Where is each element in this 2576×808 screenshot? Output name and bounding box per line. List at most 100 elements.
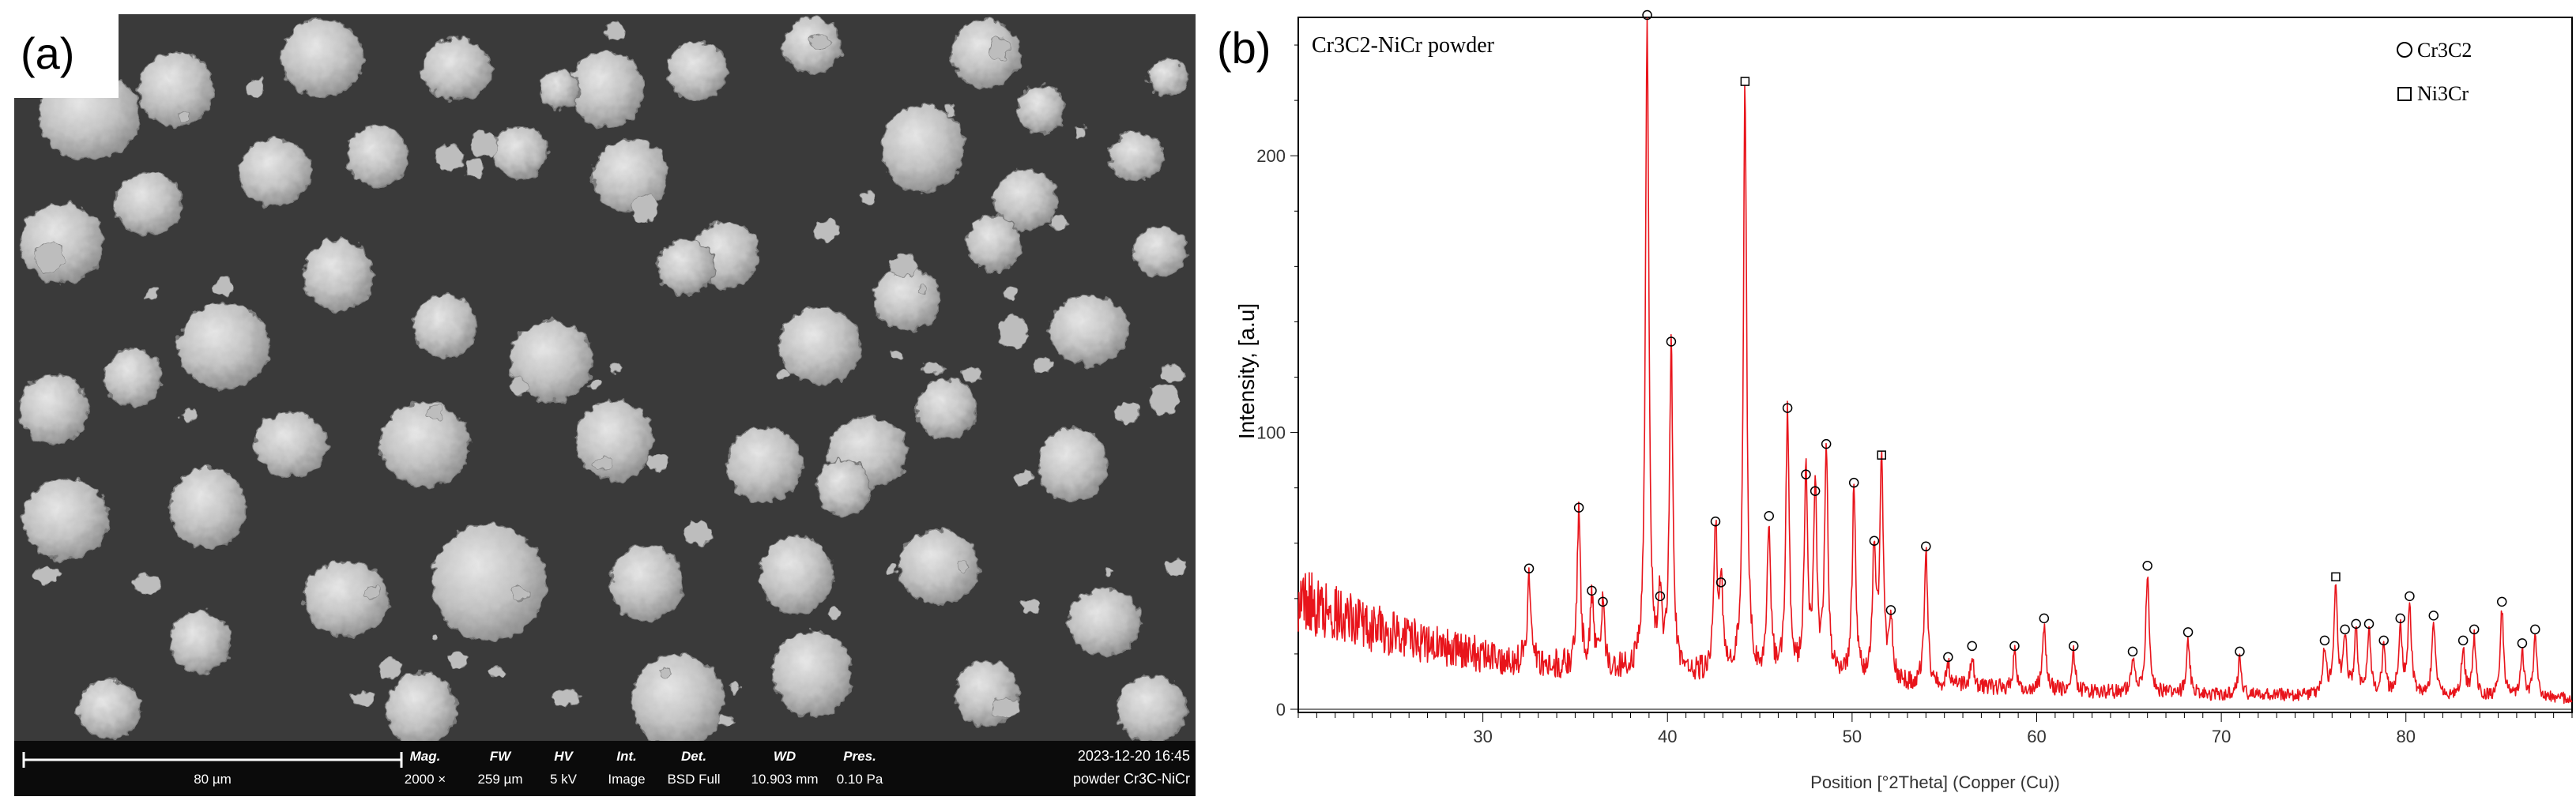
cr3c2-peak-marker [1523, 563, 1535, 574]
powder-particle [881, 104, 965, 193]
x-tick-label: 60 [2027, 727, 2046, 746]
powder-fragment [660, 667, 671, 679]
powder-particle [20, 202, 104, 284]
chart-title: Cr3C2-NiCr powder [1312, 33, 1495, 58]
peak-markers [1523, 9, 2540, 663]
powder-particle [1017, 85, 1066, 133]
powder-particle [281, 18, 364, 97]
powder-fragment [590, 378, 603, 389]
powder-fragment [351, 690, 375, 706]
powder-fragment [1019, 598, 1041, 614]
powder-fragment [1105, 569, 1114, 575]
powder-particle [1109, 131, 1164, 182]
cr3c2-peak-marker [2428, 611, 2439, 621]
legend-label-ni3cr: Ni3Cr [2417, 82, 2469, 105]
powder-fragment [956, 562, 969, 571]
powder-particle [631, 653, 725, 750]
cr3c2-peak-marker [2039, 613, 2050, 624]
powder-fragment [363, 584, 379, 599]
sem-sample-name: powder Cr3C-NiCr [1073, 771, 1190, 787]
powder-fragment [465, 156, 486, 179]
powder-particle [1038, 427, 1109, 502]
powder-particle [104, 348, 162, 408]
powder-fragment [180, 408, 198, 423]
powder-particle [759, 536, 834, 614]
powder-particle [510, 320, 593, 404]
powder-fragment [431, 633, 440, 642]
powder-particle [772, 630, 853, 717]
sem-field-name: Pres. [843, 749, 876, 764]
powder-fragment [922, 361, 946, 375]
powder-fragment [1013, 471, 1034, 487]
cr3c2-peak-marker [1885, 605, 1896, 615]
scale-bar-label: 80 µm [194, 772, 232, 787]
powder-particle [576, 400, 653, 482]
cr3c2-peak-marker [2457, 635, 2469, 646]
cr3c2-peak-marker [2496, 596, 2507, 607]
axes: 30 40 50 60 70 80 0 100 200 [1256, 44, 2573, 746]
powder-particle [667, 41, 729, 101]
legend: Cr3C2 Ni3Cr [2397, 39, 2472, 105]
cr3c2-peak-marker [1943, 652, 1953, 663]
powder-particle [916, 378, 977, 440]
powder-fragment [890, 350, 904, 363]
powder-particle [421, 38, 492, 101]
cr3c2-peak-marker [1801, 469, 1811, 479]
legend-label-cr3c2: Cr3C2 [2417, 39, 2472, 62]
powder-fragment [989, 38, 1011, 60]
cr3c2-peak-marker [2351, 618, 2361, 629]
cr3c2-peak-marker [1710, 516, 1721, 527]
powder-particle [238, 137, 312, 207]
legend-circle-icon [2397, 42, 2412, 58]
powder-fragment [470, 130, 499, 158]
powder-fragment [1150, 383, 1180, 415]
powder-fragment [961, 367, 983, 383]
x-tick-label: 40 [1658, 727, 1677, 746]
powder-particle [1147, 58, 1189, 96]
powder-fragment [1074, 125, 1087, 139]
powder-fragment [1116, 402, 1139, 423]
powder-fragment [647, 455, 671, 471]
powder-fragment [1166, 559, 1188, 577]
powder-particle [1049, 295, 1129, 366]
cr3c2-peak-marker [2319, 635, 2330, 646]
powder-particle [115, 171, 183, 236]
cr3c2-peak-marker [1587, 585, 1597, 596]
powder-particle [609, 544, 684, 622]
cr3c2-peak-marker [2378, 635, 2389, 646]
powder-particle [540, 68, 579, 111]
cr3c2-peak-marker [1655, 591, 1666, 602]
powder-fragment [213, 275, 234, 297]
powder-fragment [630, 195, 660, 222]
cr3c2-peak-marker [1869, 536, 1880, 547]
sem-field-name: HV [554, 749, 574, 764]
x-axis-label: Position [°2Theta] (Copper (Cu)) [1810, 772, 2060, 792]
powder-fragment [552, 688, 581, 707]
x-tick-label: 80 [2396, 727, 2415, 746]
powder-particle [386, 671, 457, 747]
cr3c2-peak-marker [1598, 596, 1608, 607]
cr3c2-peak-marker [1782, 403, 1793, 413]
powder-particle [993, 168, 1058, 231]
powder-fragment [810, 34, 830, 50]
powder-particle [380, 401, 470, 488]
x-tick-label: 50 [1843, 727, 1862, 746]
powder-fragment [426, 405, 443, 421]
cr3c2-peak-marker [2395, 613, 2405, 624]
powder-particle [347, 125, 409, 188]
cr3c2-peak-marker [1848, 477, 1859, 488]
powder-fragment [729, 682, 741, 693]
powder-fragment [813, 220, 842, 242]
powder-particle [570, 50, 644, 129]
powder-fragment [447, 651, 468, 670]
sem-field-value: 10.903 mm [751, 772, 818, 787]
powder-fragment [488, 666, 505, 680]
powder-particle [77, 679, 141, 739]
sem-field-value: 259 µm [477, 772, 522, 787]
powder-particle [412, 294, 477, 359]
plot-frame [1297, 17, 2573, 713]
powder-fragment [508, 378, 527, 396]
cr3c2-peak-marker [2142, 561, 2152, 571]
powder-fragment [33, 242, 65, 272]
powder-fragment [917, 284, 928, 295]
